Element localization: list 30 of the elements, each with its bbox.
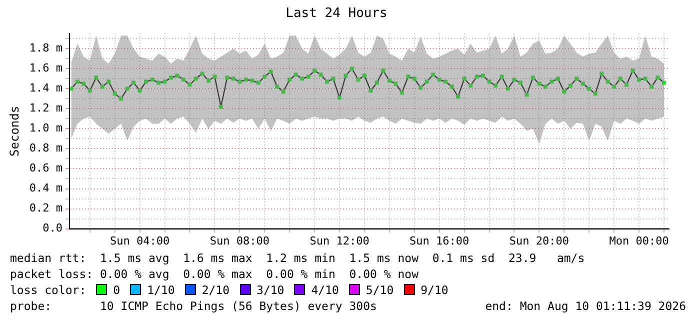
chart-title: Last 24 Hours bbox=[286, 6, 388, 22]
y-tick-label: 0.2 m bbox=[29, 202, 63, 215]
text: 3/10 bbox=[256, 283, 284, 297]
text: probe: 10 ICMP Echo Pings (56 Bytes) every 300s bbox=[10, 299, 377, 313]
x-tick-label: Sun 04:00 bbox=[110, 234, 170, 248]
text: end: Mon Aug 10 01:11:39 2026 bbox=[485, 298, 686, 314]
y-tick-label: 1.8 m bbox=[29, 41, 63, 54]
x-tick-label: Sun 16:00 bbox=[410, 234, 470, 248]
y-tick-label: 0.4 m bbox=[29, 182, 63, 195]
text: packet loss: 0.00 % avg 0.00 % max 0.00 % min 0.00 % now bbox=[10, 267, 418, 281]
text: 9/10 bbox=[420, 283, 448, 297]
text: median rtt: 1.5 ms avg 1.6 ms max 1.2 ms min 1.5 ms now 0.1 ms sd 23.9 am/s bbox=[10, 251, 585, 265]
x-tick-label: Sun 12:00 bbox=[310, 234, 370, 248]
y-tick-label: 0.8 m bbox=[29, 142, 63, 155]
y-axis-title: Seconds bbox=[7, 106, 22, 156]
y-tick-label: 0.0 bbox=[42, 222, 63, 235]
text: 5/10 bbox=[366, 283, 394, 297]
y-tick-label: 1.0 m bbox=[29, 122, 63, 135]
text: 4/10 bbox=[311, 283, 339, 297]
x-tick-label: Sun 08:00 bbox=[210, 234, 270, 248]
text: 0 bbox=[113, 283, 120, 297]
y-tick-label: 1.2 m bbox=[29, 102, 63, 115]
y-tick-label: 1.6 m bbox=[29, 61, 63, 74]
x-tick-label: Sun 20:00 bbox=[509, 234, 570, 248]
text: 1/10 bbox=[147, 283, 175, 297]
text: loss color: bbox=[10, 283, 86, 297]
y-tick-label: 0.6 m bbox=[29, 162, 63, 175]
text: 2/10 bbox=[202, 283, 230, 297]
x-tick-label: Mon 00:00 bbox=[609, 234, 669, 248]
y-tick-label: 1.4 m bbox=[29, 82, 63, 95]
